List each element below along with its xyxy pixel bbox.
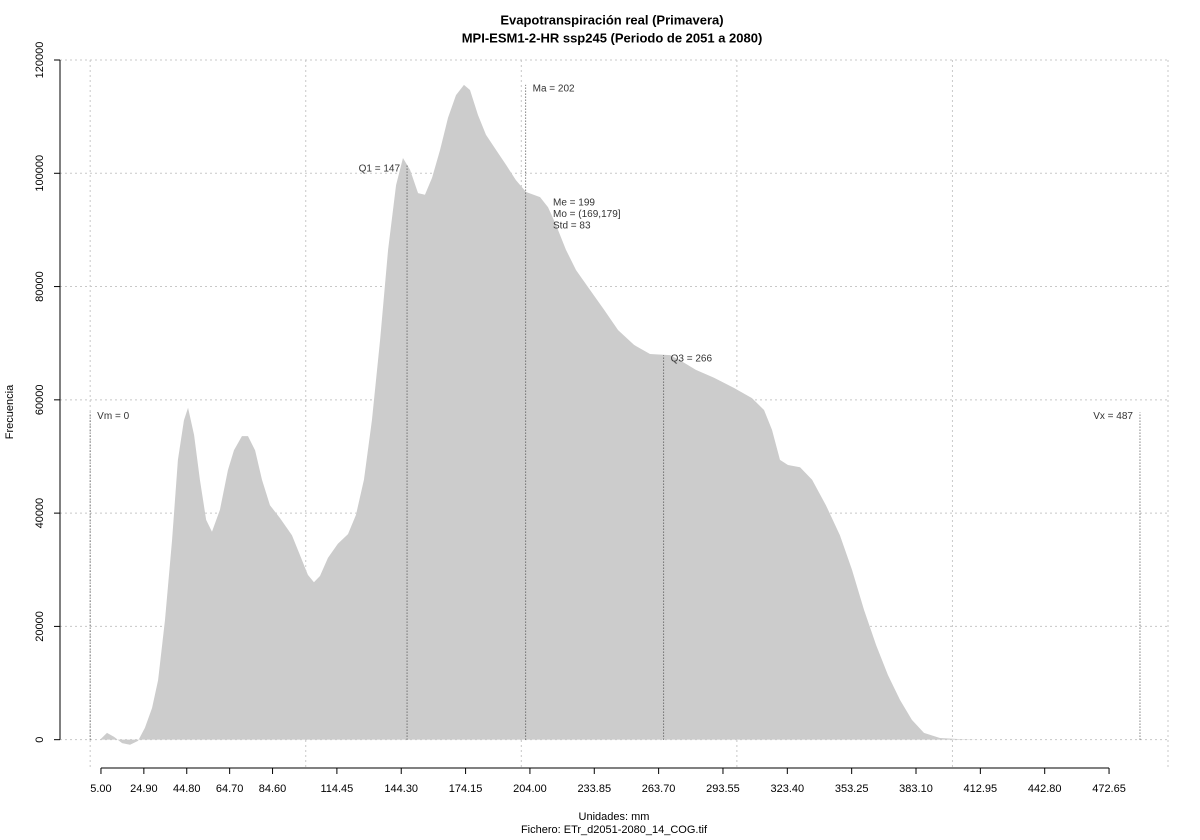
stat-label: Vx = 487 [1093,411,1133,422]
x-tick-label: 64.70 [216,783,244,795]
stat-label: Ma = 202 [533,84,575,95]
density-area [100,84,1131,745]
x-tick-label: 353.25 [835,783,869,795]
chart-title: Evapotranspiración real (Primavera) [500,12,723,27]
y-tick-label: 80000 [34,271,46,302]
x-tick-label: 44.80 [173,783,201,795]
caption: Fichero: ETr_d2051-2080_14_COG.tif [521,824,708,836]
x-tick-label: 412.95 [964,783,998,795]
y-tick-label: 20000 [34,611,46,642]
stat-label: Vm = 0 [97,411,129,422]
x-tick-label: 204.00 [513,783,547,795]
stat-annotation: Std = 83 [553,221,591,232]
chart-subtitle: MPI-ESM1-2-HR ssp245 (Periodo de 2051 a … [462,30,763,45]
x-tick-label: 144.30 [384,783,418,795]
stat-annotation: Mo = (169,179] [553,209,621,220]
x-tick-label: 233.85 [577,783,611,795]
x-tick-label: 24.90 [130,783,158,795]
x-tick-label: 323.40 [770,783,804,795]
x-tick-label: 383.10 [899,783,933,795]
y-tick-label: 40000 [34,498,46,529]
y-tick-label: 120000 [34,42,46,79]
y-tick-label: 60000 [34,385,46,416]
x-tick-label: 472.65 [1092,783,1126,795]
stat-label: Q3 = 266 [671,354,713,365]
x-tick-label: 84.60 [259,783,287,795]
x-axis-label: Unidades: mm [579,811,650,823]
stat-label: Q1 = 147 [359,163,401,174]
y-tick-label: 100000 [34,155,46,192]
stat-annotation: Me = 199 [553,198,595,209]
x-tick-label: 114.45 [320,783,353,795]
x-tick-label: 5.00 [90,783,111,795]
x-tick-label: 174.15 [449,783,483,795]
x-tick-label: 263.70 [642,783,676,795]
y-tick-label: 0 [34,737,46,743]
y-axis-label: Frecuencia [4,384,16,439]
x-tick-label: 442.80 [1028,783,1062,795]
x-tick-label: 293.55 [706,783,740,795]
